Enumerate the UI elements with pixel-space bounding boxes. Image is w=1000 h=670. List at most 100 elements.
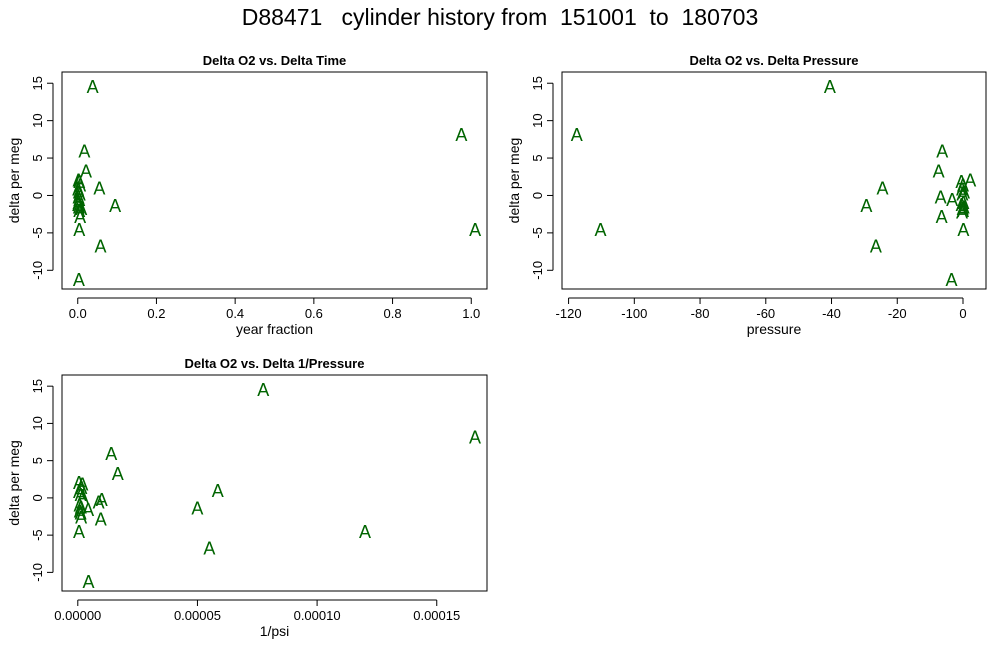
plot-1-data-point: A [455,125,467,145]
plot-3-data-point: A [75,507,87,527]
plot-2-data-point: A [958,182,970,202]
plot-3-data-point: A [76,474,88,494]
plot-3-data-point: A [73,473,85,493]
plot-3-data-point: A [74,501,86,521]
plot-2-data-point: A [946,190,958,210]
plot-3-data-point: A [93,492,105,512]
plot-3-y-tick-label: 5 [30,457,45,464]
plot-1-y-tick-label: 5 [30,154,45,161]
plot-2-y-tick-label: 10 [530,113,545,127]
plot-2-data-point: A [956,203,968,223]
plot-2-data-point: A [956,179,968,199]
plot-1-x-tick-label: 0.8 [384,306,402,321]
plot-2-y-axis-label: delta per meg [506,138,522,224]
plot-3-y-tick-label: 0 [30,494,45,501]
plot-2-data-point: A [957,199,969,219]
plot-2-data-point: A [870,236,882,256]
plot-2-data-point: A [571,125,583,145]
plot-3-y-tick-label: -10 [30,563,45,582]
plot-3-x-tick-label: 0.00010 [294,608,341,623]
plot-3-data-point: A [77,487,89,507]
plot-1-data-point: A [73,197,85,217]
plot-2-data-point: A [955,172,967,192]
plot-2-data-point: A [824,77,836,97]
plot-1-data-point: A [73,270,85,290]
plot-1-data-point: A [469,220,481,240]
plot-3-x-tick-label: 0.00005 [174,608,221,623]
plot-3-data-point: A [75,498,87,518]
plot-1-frame [61,71,488,290]
plot-1-x-axis-label: year fraction [236,321,313,337]
plot-2-data-point: A [935,188,947,208]
plot-1-y-tick-label: 0 [30,192,45,199]
plot-1-y-tick-label: -5 [30,227,45,239]
plot-1-x-tick-label: 0.6 [305,306,323,321]
plot-1-data-point: A [87,77,99,97]
plot-3-data-point: A [359,522,371,542]
plot-3-data-point: A [203,539,215,559]
plot-2-data-point: A [933,162,945,182]
plot-1-data-point: A [78,141,90,161]
plot-2-x-tick-label: -20 [888,306,907,321]
plot-2-y-tick-label: -5 [530,227,545,239]
plot-2-x-tick-label: -40 [822,306,841,321]
plot-3-x-tick-label: 0.00015 [413,608,460,623]
plot-1-data-point: A [109,196,121,216]
plot-3-y-tick-label: -5 [30,529,45,541]
plot-2-x-tick-label: 0 [959,306,966,321]
plot-1-data-point: A [72,195,84,215]
plot-1-data-point: A [95,236,107,256]
plot-1-x-tick-label: 1.0 [462,306,480,321]
plot-3-data-point: A [191,498,203,518]
plot-3-data-point: A [73,482,85,502]
plot-3-y-axis-label: delta per meg [6,440,22,526]
plot-2-data-point: A [945,270,957,290]
plot-1-data-point: A [74,176,86,196]
plot-2-data-point: A [876,179,888,199]
plot-2-x-tick-label: -80 [691,306,710,321]
plot-2-y-tick-label: 15 [530,76,545,90]
plot-1-x-tick-label: 0.2 [147,306,165,321]
plot-1-data-point: A [72,179,84,199]
plot-2-data-point: A [956,185,968,205]
plot-2-x-tick-label: -100 [621,306,647,321]
plot-2-x-tick-label: -120 [556,306,582,321]
plot-2-x-axis-label: pressure [747,321,802,337]
plot-2-data-point: A [594,220,606,240]
plot-1-x-tick-label: 0.0 [69,306,87,321]
plot-2-frame [561,71,987,290]
plot-3-frame [61,374,488,592]
plot-3-data-point: A [112,464,124,484]
plot-2-data-point: A [964,171,976,191]
plot-1-title: Delta O2 vs. Delta Time [203,53,347,68]
plot-1-y-tick-label: 10 [30,113,45,127]
plot-2-x-tick-label: -60 [756,306,775,321]
plot-3-x-tick-label: 0.00000 [54,608,101,623]
plot-1-data-point: A [80,162,92,182]
plot-3-data-point: A [96,490,108,510]
plot-2-y-tick-label: -10 [530,261,545,280]
plot-1-y-tick-label: 15 [30,76,45,90]
plot-1-data-point: A [73,172,85,192]
plot-3-title: Delta O2 vs. Delta 1/Pressure [185,356,365,371]
plot-3-data-point: A [95,509,107,529]
plot-3-data-point: A [257,380,269,400]
plot-3-x-axis-label: 1/psi [260,623,290,639]
plot-1-data-point: A [73,193,85,213]
plot-2-y-tick-label: 5 [530,154,545,161]
plot-2-data-point: A [957,201,969,221]
plot-2-data-point: A [860,196,872,216]
plot-1-data-point: A [74,185,86,205]
plot-2-data-point: A [957,176,969,196]
plot-3-data-point: A [469,428,481,448]
plot-3-y-tick-label: 10 [30,416,45,430]
plot-3-data-point: A [105,444,117,464]
plot-2-data-point: A [957,220,969,240]
plot-3-data-point: A [75,485,87,505]
plot-2-data-point: A [936,207,948,227]
plot-1-x-tick-label: 0.4 [226,306,244,321]
plot-2-title: Delta O2 vs. Delta Pressure [689,53,858,68]
plot-1-data-point: A [73,182,85,202]
plot-1-data-point: A [73,188,85,208]
